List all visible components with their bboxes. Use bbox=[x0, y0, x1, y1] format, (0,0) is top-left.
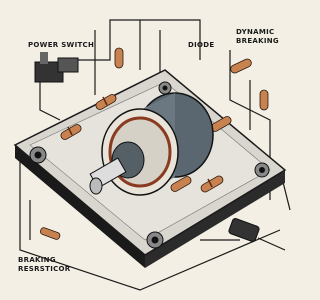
motor bbox=[89, 92, 214, 196]
resistors bbox=[60, 47, 269, 193]
label-resistor: RESRSTICOR bbox=[18, 265, 71, 273]
illustration: POWER SWITCH DIODE DYNAMIC BREAKING BRAK… bbox=[13, 19, 291, 291]
label-diode: DIODE bbox=[188, 41, 214, 49]
label-braking: BRAKING bbox=[18, 256, 56, 264]
board-edge bbox=[15, 145, 145, 268]
label-breaking: BREAKING bbox=[236, 37, 279, 45]
label-dynamic: DYNAMIC bbox=[236, 28, 274, 36]
label-power-switch: POWER SWITCH bbox=[28, 41, 94, 49]
mounting-holes bbox=[29, 81, 270, 249]
power-switch bbox=[34, 52, 79, 83]
board-edge bbox=[145, 170, 285, 268]
wires bbox=[19, 19, 291, 291]
braking-resistor bbox=[40, 218, 286, 251]
